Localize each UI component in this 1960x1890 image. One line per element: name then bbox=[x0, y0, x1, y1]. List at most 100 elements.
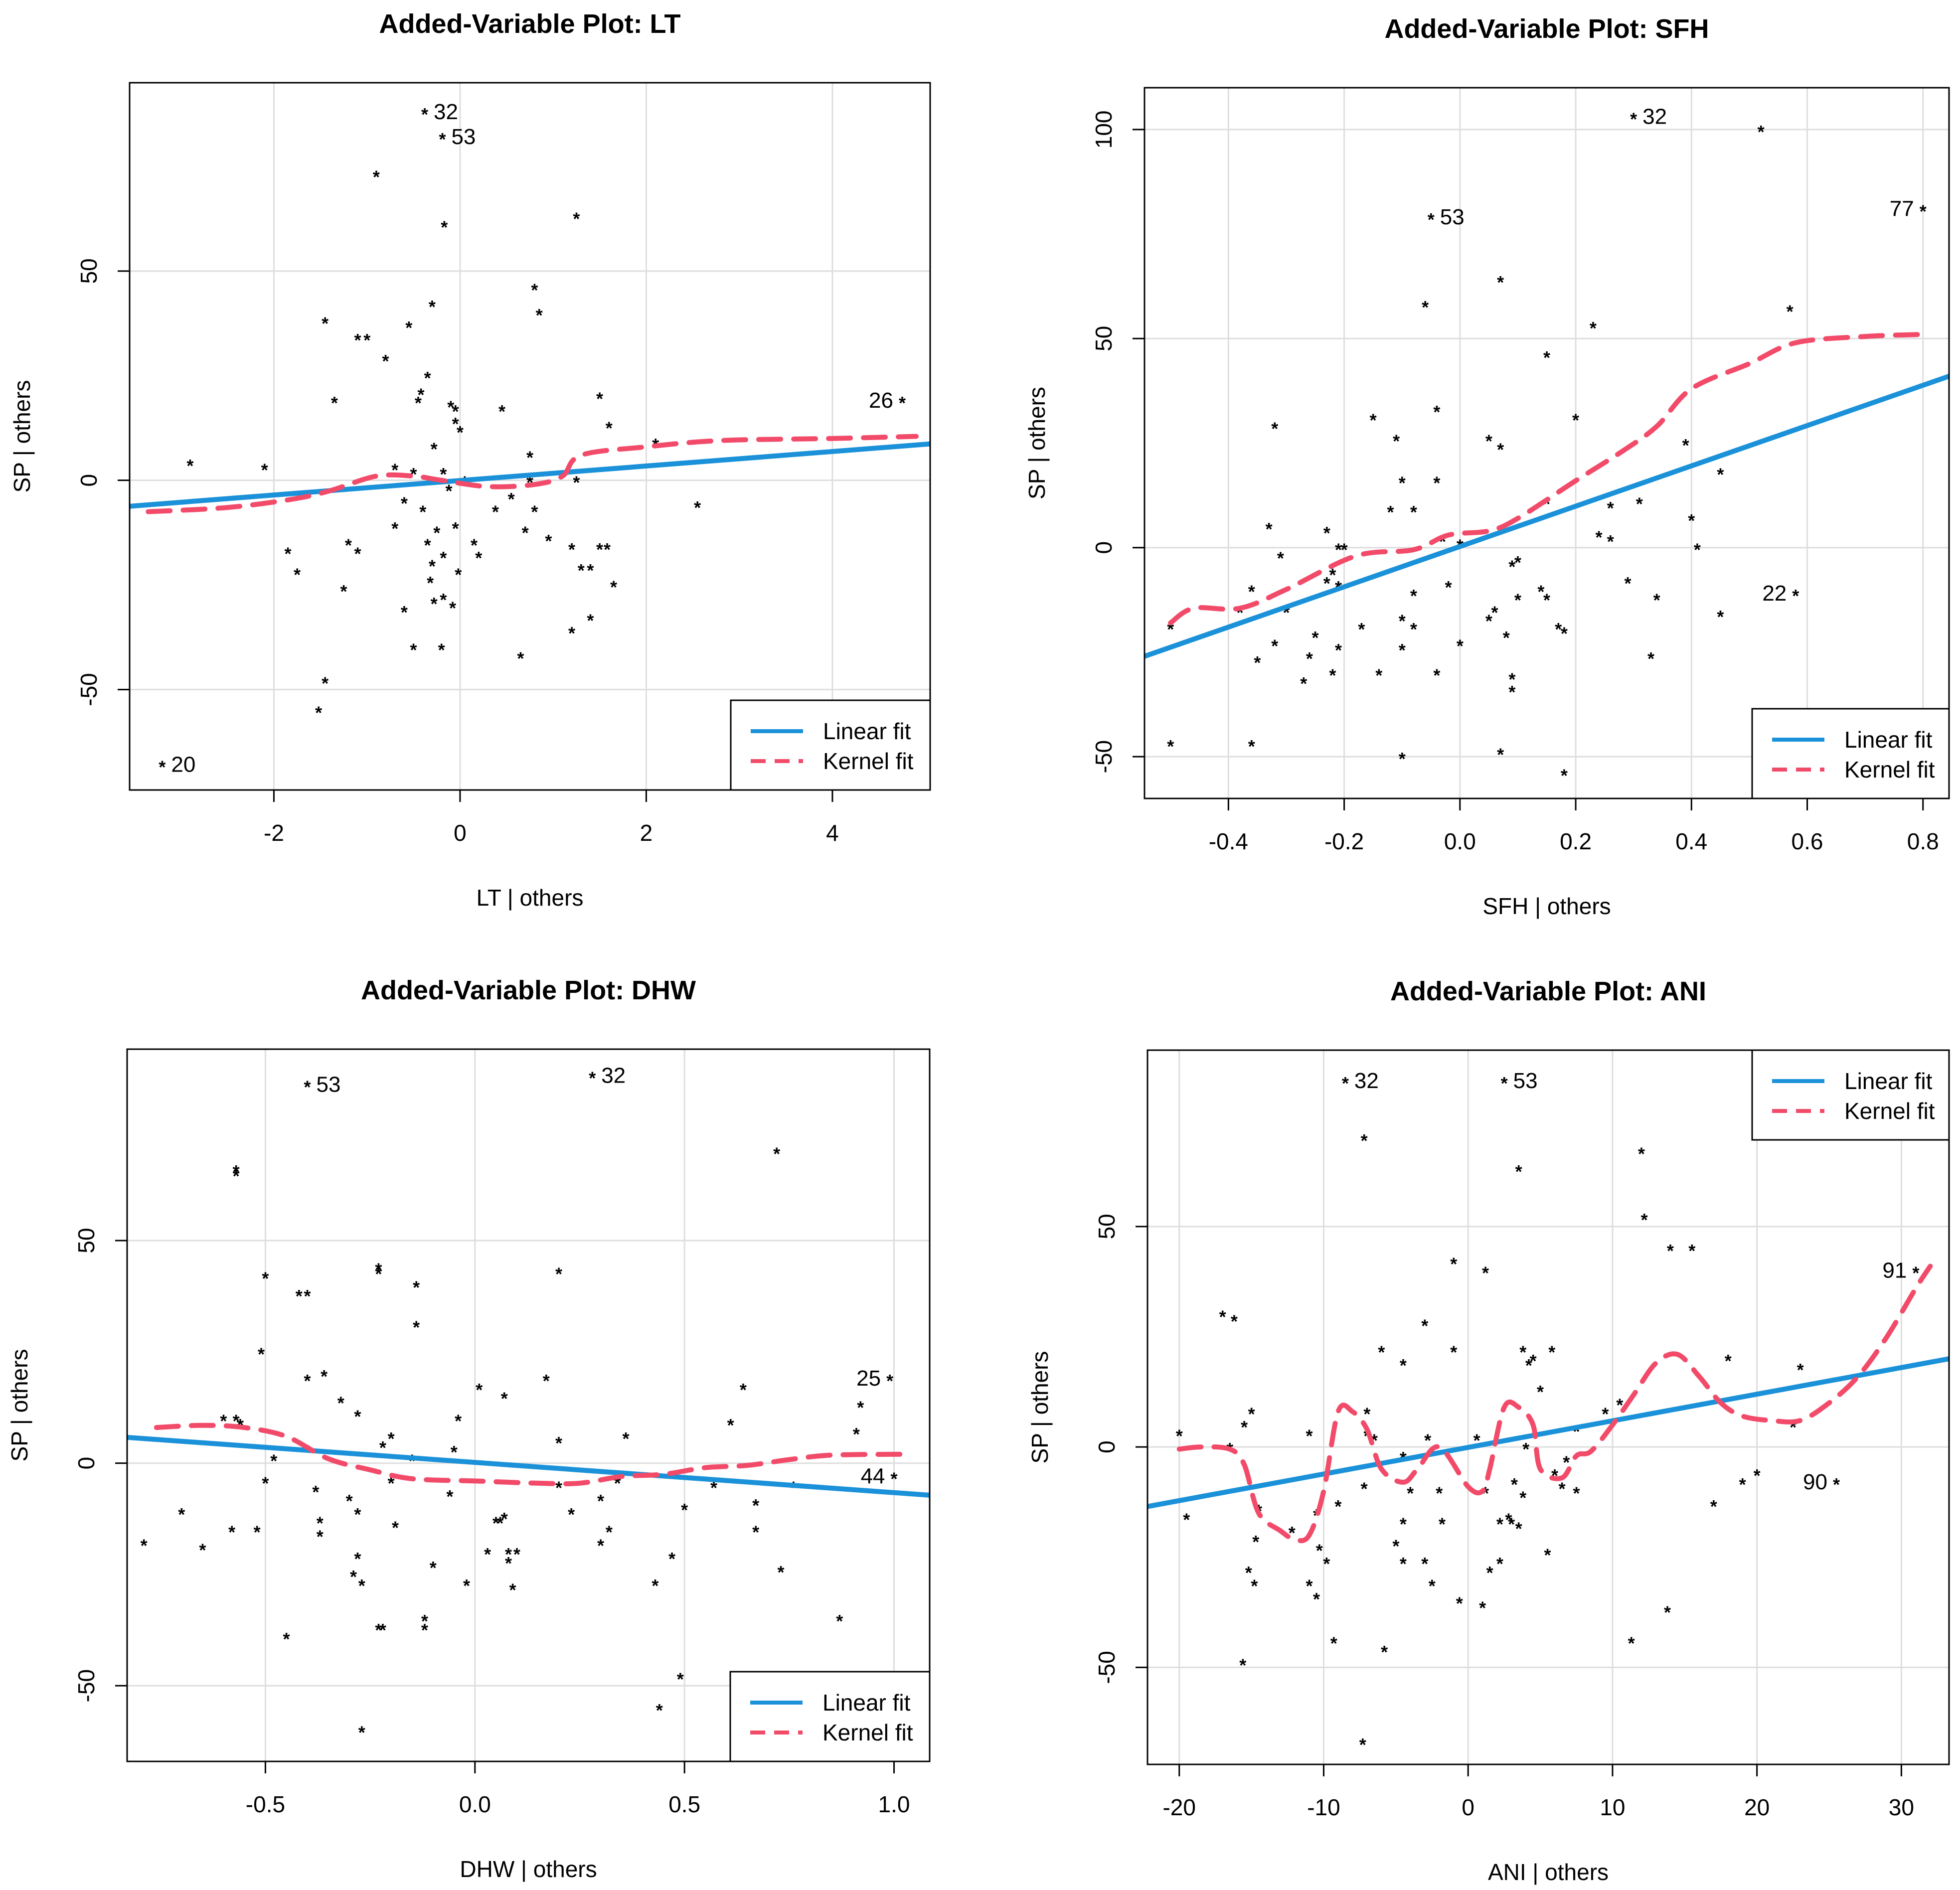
data-point: * bbox=[1485, 611, 1492, 631]
data-point: * bbox=[421, 1620, 428, 1640]
data-point: * bbox=[427, 573, 434, 593]
data-point: * bbox=[382, 351, 389, 371]
data-point: * bbox=[568, 1504, 575, 1525]
data-point: * bbox=[1323, 523, 1330, 543]
x-tick-label: -2 bbox=[264, 820, 284, 846]
data-point: * bbox=[475, 548, 482, 568]
legend-box bbox=[730, 699, 931, 791]
data-point: * bbox=[1248, 1404, 1255, 1424]
data-point: * bbox=[752, 1522, 759, 1543]
data-point: * bbox=[1231, 1311, 1238, 1332]
data-point: * bbox=[778, 1562, 785, 1582]
data-point: * bbox=[1323, 1554, 1330, 1574]
data-point: * bbox=[354, 1504, 361, 1525]
data-point: * bbox=[1334, 1496, 1341, 1517]
data-point: * bbox=[1445, 577, 1452, 598]
data-point: * bbox=[597, 1491, 604, 1511]
data-point: * bbox=[536, 305, 543, 325]
data-point: * bbox=[1590, 318, 1597, 338]
x-tick-label: 10 bbox=[1600, 1794, 1625, 1820]
data-point: * bbox=[317, 1513, 324, 1534]
data-point: * bbox=[346, 1491, 353, 1511]
data-point: * bbox=[421, 1611, 428, 1631]
data-point: * bbox=[492, 501, 499, 522]
kernel-fit-curve bbox=[1176, 1263, 1933, 1544]
data-point: * bbox=[509, 1580, 516, 1600]
data-point: * bbox=[1522, 1439, 1529, 1459]
data-point: * bbox=[413, 1317, 420, 1338]
legend-linear-label: Linear fit bbox=[823, 718, 911, 744]
data-point: * bbox=[375, 1260, 382, 1280]
point-label: 90 bbox=[1803, 1470, 1827, 1494]
data-point: * bbox=[1561, 623, 1568, 643]
data-point: * bbox=[1335, 640, 1342, 660]
chart-panel-3: Added-Variable Plot: DHW DHW | others SP |… bbox=[6, 975, 931, 1882]
y-tick-label: 0 bbox=[73, 1457, 99, 1470]
data-point: * bbox=[1544, 1545, 1551, 1565]
data-point: * bbox=[452, 401, 459, 422]
data-point: * bbox=[331, 393, 338, 413]
y-axis-label: SP | others bbox=[1024, 387, 1050, 499]
data-point: * bbox=[1239, 1655, 1246, 1676]
data-point: * bbox=[433, 522, 440, 543]
data-point: * bbox=[1399, 472, 1406, 493]
y-axis-label: SP | others bbox=[1027, 1351, 1053, 1464]
data-point: * bbox=[401, 602, 408, 623]
data-point: * bbox=[424, 368, 431, 388]
data-point: * bbox=[413, 1277, 420, 1297]
data-point: * bbox=[1316, 1541, 1323, 1561]
data-point: * bbox=[531, 501, 538, 522]
data-point: * bbox=[668, 1549, 675, 1569]
data-point: * bbox=[1399, 749, 1406, 769]
data-point: * bbox=[354, 330, 361, 350]
data-point: * bbox=[1511, 1474, 1518, 1495]
plot-area: ****************************************… bbox=[1144, 105, 1949, 786]
x-axis-label: DHW | others bbox=[460, 1856, 597, 1882]
data-point: * bbox=[1400, 1355, 1407, 1376]
data-point: * bbox=[1167, 736, 1174, 757]
data-point: * bbox=[354, 543, 361, 564]
data-point: * bbox=[1664, 1602, 1671, 1622]
data-point: * bbox=[1421, 1315, 1428, 1336]
data-point: * bbox=[1519, 1342, 1526, 1363]
data-point: * bbox=[1361, 1479, 1368, 1499]
x-tick-label: 4 bbox=[826, 820, 839, 846]
data-point: * bbox=[508, 489, 515, 509]
y-tick-label: 50 bbox=[1094, 1214, 1120, 1239]
chart-title: Added-Variable Plot: DHW bbox=[361, 975, 696, 1005]
x-tick-label: 20 bbox=[1744, 1794, 1770, 1820]
data-point: * bbox=[354, 1406, 361, 1426]
data-point: * bbox=[283, 1629, 290, 1649]
data-point: * bbox=[1638, 1143, 1645, 1164]
data-point: * bbox=[1496, 1514, 1503, 1534]
data-point: * bbox=[1508, 556, 1515, 577]
data-point: * bbox=[1628, 1633, 1635, 1653]
y-tick-label: 50 bbox=[73, 1228, 99, 1253]
data-point: * bbox=[1573, 1421, 1580, 1442]
data-point: * bbox=[1378, 1342, 1385, 1363]
x-tick-label: 30 bbox=[1889, 1794, 1914, 1820]
data-point: * bbox=[441, 217, 448, 237]
data-point: * bbox=[457, 422, 464, 443]
data-point: * bbox=[492, 1513, 499, 1534]
data-point: * bbox=[652, 1575, 658, 1596]
data-point: * bbox=[1503, 628, 1510, 648]
data-point: * bbox=[294, 564, 301, 585]
data-point: * bbox=[363, 330, 370, 350]
data-point: * bbox=[1797, 1360, 1804, 1380]
plot-area: ****************************************… bbox=[1147, 1069, 1949, 1755]
y-tick-label: 0 bbox=[76, 474, 102, 487]
data-point: * bbox=[1341, 540, 1348, 560]
data-point: * bbox=[1393, 431, 1400, 452]
x-tick-label: 2 bbox=[640, 820, 653, 846]
legend-kernel-label: Kernel fit bbox=[822, 1720, 913, 1745]
linear-fit-line bbox=[127, 1434, 930, 1498]
data-point: * bbox=[379, 1437, 386, 1458]
data-point: * bbox=[1636, 493, 1643, 514]
data-point: * bbox=[1335, 540, 1342, 560]
data-point: * bbox=[710, 1477, 717, 1498]
chart-panel-2: Added-Variable Plot: SFH SFH | others SP |… bbox=[1024, 14, 1950, 919]
data-point: * bbox=[1641, 1210, 1648, 1230]
data-point: * bbox=[1433, 472, 1440, 493]
